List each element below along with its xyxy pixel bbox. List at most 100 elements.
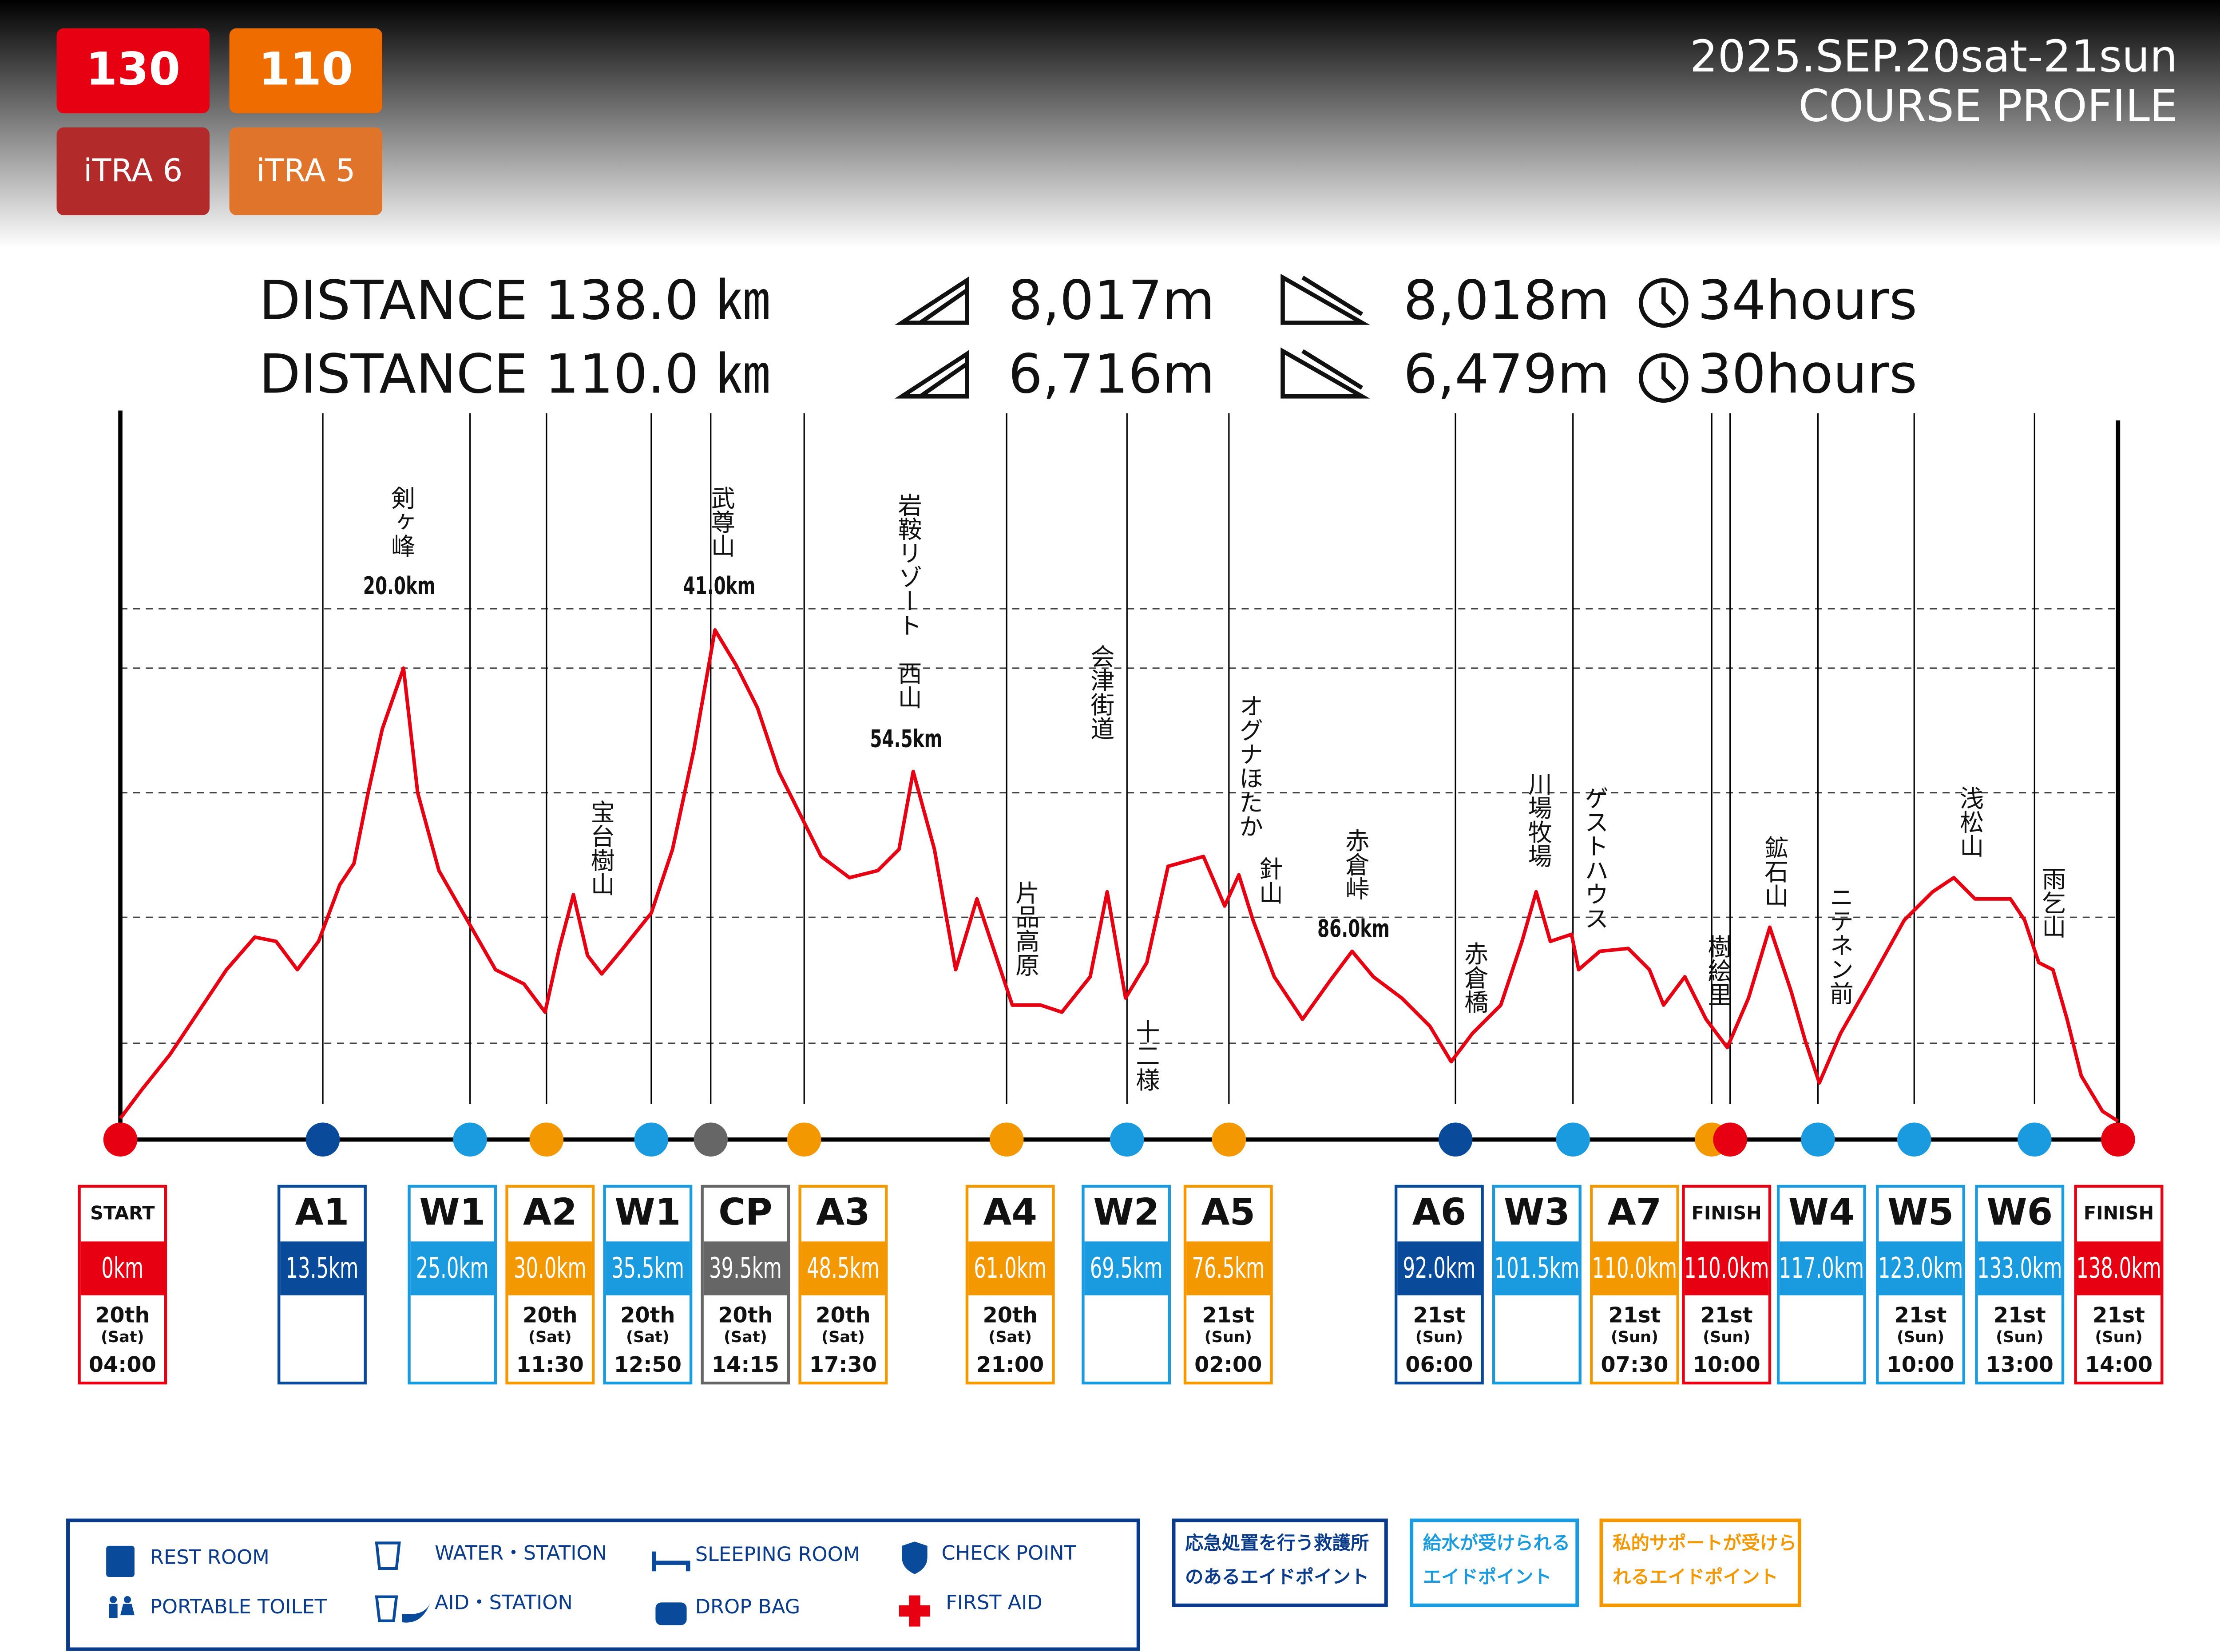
station-time: 10:00 (1693, 1353, 1760, 1377)
peak-name: 赤倉橋 (1460, 941, 1488, 1014)
station-dot (2018, 1122, 2052, 1157)
station-day: 21st (1895, 1303, 1947, 1327)
km-band (2077, 1241, 2161, 1295)
station-dot (529, 1122, 564, 1157)
station-day: 20th (523, 1303, 577, 1327)
station-dot (1801, 1122, 1835, 1157)
station-dot (989, 1122, 1024, 1157)
peak-name: 十二様 (1132, 1019, 1160, 1092)
station-code: W2 (1093, 1191, 1159, 1234)
itra-badge (229, 127, 382, 215)
station-time: 10:00 (1887, 1353, 1954, 1377)
station-code: A7 (1608, 1191, 1662, 1234)
legend-item: DROP BAG (695, 1595, 801, 1618)
station-dot (787, 1122, 821, 1157)
km-band (1495, 1241, 1579, 1295)
km-band (1780, 1241, 1863, 1295)
station-time: 17:30 (809, 1353, 877, 1377)
station-code: A2 (523, 1191, 577, 1234)
legend-box (66, 1518, 1140, 1651)
station-code: A1 (295, 1191, 349, 1234)
station-dow: (Sun) (1996, 1328, 2043, 1346)
km-band (410, 1241, 494, 1295)
station-km: 110.0km (1592, 1251, 1677, 1284)
badge (56, 28, 210, 114)
station-code: W3 (1504, 1191, 1570, 1234)
station-time: 04:00 (89, 1353, 156, 1377)
elevation-grid (120, 608, 2118, 1044)
peak-km: 41.0km (683, 572, 755, 600)
km-band (703, 1241, 787, 1295)
note-box (1172, 1518, 1388, 1607)
station-day: 21st (1994, 1303, 2046, 1327)
station-dow: (Sun) (1205, 1328, 1252, 1346)
peak-name: 浅松山 (1956, 786, 1984, 858)
peak-km: 54.5km (870, 725, 942, 753)
station-time: 02:00 (1194, 1353, 1262, 1377)
station-day: 20th (983, 1303, 1037, 1327)
time-limit: 30hours (1697, 343, 1917, 406)
elevation-profile (119, 628, 2119, 1123)
note-text: 私的サポートが受けら (1613, 1533, 1796, 1554)
station-code: A5 (1201, 1191, 1255, 1234)
station-day: 21st (1413, 1303, 1465, 1327)
station-dot (103, 1122, 138, 1157)
elevation-gain: 8,017m (1008, 269, 1215, 332)
station-code: W4 (1788, 1191, 1855, 1234)
km-band (80, 1241, 164, 1295)
station-dow: (Sun) (1611, 1328, 1658, 1346)
station-dow: (Sat) (528, 1328, 572, 1346)
note-box (1599, 1518, 1801, 1607)
note-box (1410, 1518, 1579, 1607)
station-dot (694, 1122, 728, 1157)
station-time: 14:00 (2085, 1353, 2153, 1377)
station-day: 21st (2093, 1303, 2145, 1327)
station-km: 138.0km (2076, 1251, 2161, 1284)
station-km: 117.0km (1779, 1251, 1864, 1284)
peak-name: ニテネン前 (1825, 885, 1853, 1005)
station-km: 13.5km (286, 1251, 359, 1284)
distance: DISTANCE 110.0 ㎞ (259, 343, 770, 406)
station-code: START (90, 1203, 155, 1224)
station-dow: (Sun) (1415, 1328, 1463, 1346)
station-dow: (Sun) (2095, 1328, 2142, 1346)
station-time: 06:00 (1405, 1353, 1473, 1377)
station-time: 12:50 (614, 1353, 682, 1377)
station-day: 20th (620, 1303, 675, 1327)
peak-km: 86.0km (1317, 915, 1390, 943)
km-band (1084, 1241, 1168, 1295)
elevation-loss: 6,479m (1403, 343, 1610, 406)
station-day: 20th (718, 1303, 773, 1327)
station-km: 25.0km (416, 1251, 489, 1284)
station-km: 101.5km (1495, 1251, 1579, 1284)
km-band (508, 1241, 592, 1295)
station-dot (1212, 1122, 1246, 1157)
peak-name: 針山 (1255, 856, 1283, 904)
km-band (801, 1241, 885, 1295)
station-day: 21st (1202, 1303, 1254, 1327)
station-km: 92.0km (1403, 1251, 1475, 1284)
note-text: エイドポイント (1423, 1566, 1552, 1588)
station-dot (1713, 1122, 1747, 1157)
station-time: 21:00 (976, 1353, 1044, 1377)
peak-name: 岩鞍リゾート 西山 (894, 493, 922, 709)
legend-icons (106, 1541, 931, 1627)
station-dow: (Sat) (988, 1328, 1032, 1346)
badge (229, 28, 382, 114)
peak-name: 武尊山 (707, 486, 735, 558)
note-text: 給水が受けられる (1423, 1533, 1570, 1554)
peak-name: 片品高原 (1011, 880, 1039, 977)
station-km: 30.0km (514, 1251, 587, 1284)
station-time: 14:15 (712, 1353, 779, 1377)
km-band (1879, 1241, 1962, 1295)
legend-item: WATER・STATION (435, 1541, 607, 1565)
station-code: A6 (1412, 1191, 1466, 1234)
legend-item: AID・STATION (435, 1591, 573, 1614)
km-band (1186, 1241, 1270, 1295)
peak-name: 雨乞山 (2038, 866, 2066, 939)
legend-item: PORTABLE TOILET (150, 1595, 327, 1618)
station-day: 20th (95, 1303, 150, 1327)
station-time: 13:00 (1986, 1353, 2054, 1377)
peak-name: 川場牧場 (1524, 772, 1552, 868)
km-band (968, 1241, 1052, 1295)
